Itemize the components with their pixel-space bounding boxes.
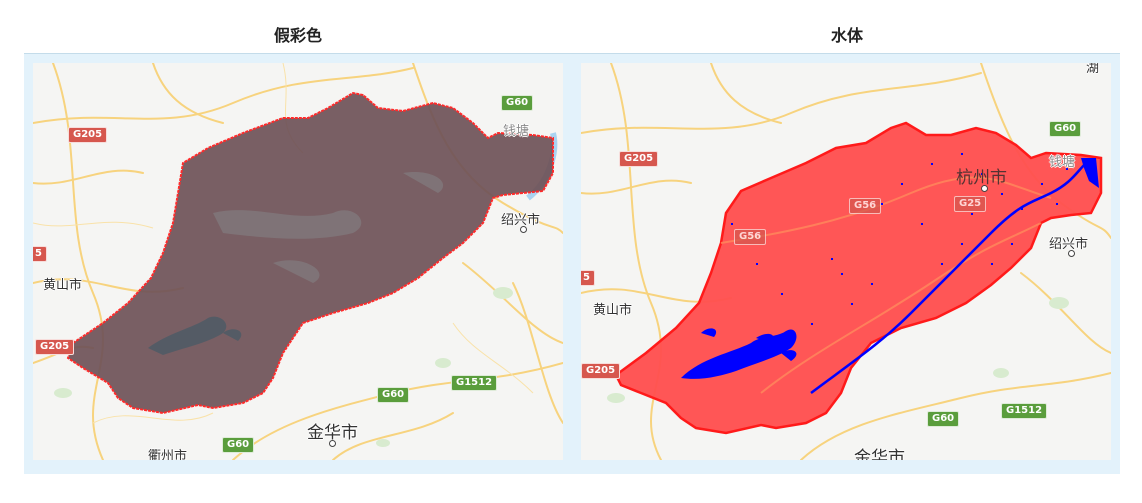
parks [607, 297, 1069, 403]
place-shaoxing: 绍兴市 [501, 213, 541, 228]
highway-shield-icon: G1512 [451, 375, 498, 391]
highway-shield-icon: G205 [35, 339, 75, 355]
false-color-title: 假彩色 [273, 26, 322, 45]
highway-shield-icon: G60 [927, 411, 960, 427]
place-huangshan: 黄山市 [593, 303, 633, 318]
place-hangzhou: 杭州市 [956, 168, 1007, 188]
highway-shield-icon: G25 [954, 196, 987, 212]
terrain-texture [213, 172, 444, 283]
city-dot-icon [520, 226, 527, 233]
highway-shield-icon: G1512 [1001, 403, 1048, 419]
region-roads [720, 176, 1052, 394]
place-quzhou: 衢州市 [148, 449, 188, 460]
highway-shield-icon: G56 [849, 198, 882, 214]
place-qiantang: 钱塘 [1049, 155, 1076, 170]
highway-shield-icon: G60 [1049, 121, 1082, 137]
place-qiantang: 钱塘 [503, 124, 530, 139]
city-dot-icon [329, 440, 336, 447]
highway-shield-icon: G205 [581, 363, 621, 379]
highway-shield-icon: G205 [68, 127, 108, 143]
water-bodies [681, 158, 1099, 379]
false-color-region [66, 91, 554, 415]
place-shaoxing: 绍兴市 [1049, 237, 1089, 252]
place-topcut: 湖 [1086, 63, 1100, 76]
water-body-map-canvas [581, 63, 1111, 460]
city-dot-icon [981, 185, 988, 192]
highway-shield-icon: G60 [377, 387, 410, 403]
false-color-map[interactable]: G205 5 G205 G60 G60 G60 G1512 钱塘 绍兴市 黄山市… [33, 63, 563, 460]
false-color-map-canvas [33, 63, 563, 460]
water-body-title: 水体 [830, 26, 863, 45]
small-water-pixels [731, 153, 1068, 325]
qiantang-river [810, 162, 1087, 395]
highway-shield-icon: G205 [619, 151, 659, 167]
highway-shield-icon: 5 [581, 270, 595, 286]
place-huangshan: 黄山市 [43, 278, 83, 293]
highway-shield-icon: G60 [222, 437, 255, 453]
water-body-map[interactable]: G205 5 G205 G60 G60 G1512 G56 G56 G25 湖 … [581, 63, 1111, 460]
city-dot-icon [1068, 250, 1075, 257]
place-jinhua: 金华市 [307, 423, 358, 443]
highway-shield-icon: G60 [501, 95, 534, 111]
highway-shield-icon: G56 [734, 229, 767, 245]
place-jinhua: 金华市 [854, 448, 905, 460]
parks [54, 287, 513, 447]
reservoir-texture [148, 316, 242, 355]
highway-shield-icon: 5 [33, 246, 47, 262]
